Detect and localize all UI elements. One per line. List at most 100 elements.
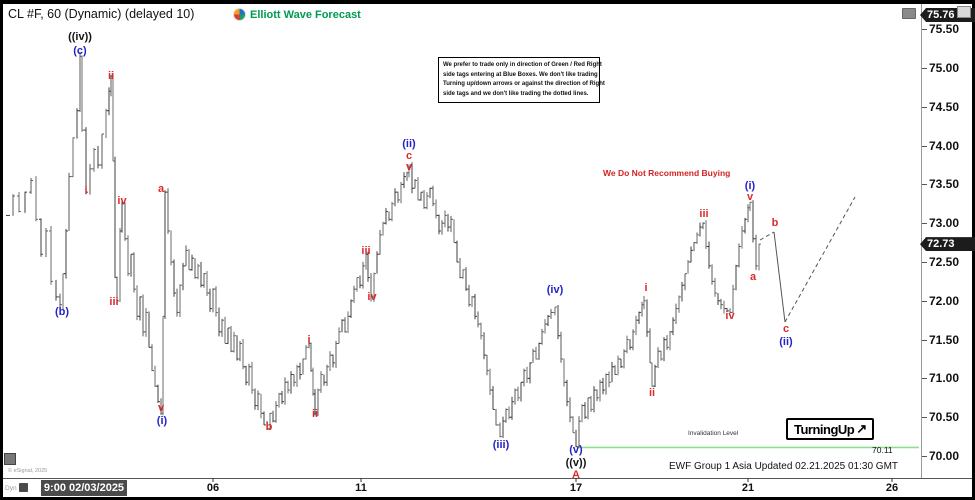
chart-tool-icon[interactable] <box>4 453 16 465</box>
wave-label: (i) <box>744 180 756 192</box>
price-tick <box>922 417 927 419</box>
price-chart <box>6 51 919 449</box>
warning-text: We Do Not Recommend Buying <box>603 168 731 178</box>
wave-label: v <box>157 402 165 414</box>
price-tick-label: 71.50 <box>929 332 960 347</box>
trading-note-box: We prefer to trade only in direction of … <box>438 57 605 104</box>
invalidation-level-label: Invalidation Level <box>688 430 739 437</box>
symbol-title: CL #F, 60 (Dynamic) (delayed 10) <box>8 7 195 21</box>
wave-label: iv <box>725 310 735 322</box>
esignal-watermark: © eSignal, 2025 <box>8 468 48 474</box>
wave-label: (c) <box>73 45 87 57</box>
projection-line <box>773 231 786 323</box>
price-tick-label: 74.00 <box>929 138 960 153</box>
turning-up-label: TurningUp <box>794 421 855 437</box>
note-line: side tags and we don't like trading the … <box>443 90 589 97</box>
wave-label: ii <box>648 387 656 399</box>
wave-label: a <box>749 271 757 283</box>
price-tick <box>922 29 927 31</box>
window-control-icon[interactable] <box>957 6 971 18</box>
price-tick <box>922 106 927 108</box>
wave-label: ii <box>107 70 115 82</box>
elliott-wave-logo-icon <box>233 8 246 21</box>
wave-label: v <box>405 161 413 173</box>
price-tick-label: 70.50 <box>929 410 960 425</box>
price-axis-border <box>921 4 922 478</box>
date-label: 26 <box>885 482 899 494</box>
price-tick <box>922 456 927 457</box>
wave-label: i <box>84 185 88 197</box>
dyn-mode-label: Dyn <box>5 485 17 492</box>
wave-label: (v) <box>569 444 583 456</box>
wave-label: a <box>157 183 165 195</box>
dyn-mode-icon[interactable] <box>19 483 28 492</box>
price-tick <box>922 223 927 225</box>
wave-label: (ii) <box>779 336 793 348</box>
time-axis[interactable] <box>3 478 972 497</box>
wave-label: b <box>265 421 273 433</box>
price-tick-label: 74.50 <box>929 99 960 114</box>
price-tick-label: 72.00 <box>929 293 960 308</box>
date-tick <box>891 478 893 482</box>
price-tick-label: 71.00 <box>929 371 960 386</box>
wave-label: iii <box>699 208 709 220</box>
price-tick <box>922 262 927 263</box>
wave-label: v <box>746 191 754 203</box>
price-tick <box>922 68 927 69</box>
turning-up-badge: TurningUp ↗ <box>786 418 875 440</box>
price-tick-label: 73.00 <box>929 216 960 231</box>
date-label: 17 <box>569 482 583 494</box>
price-tick <box>922 378 927 380</box>
invalidation-price: 70.11 <box>872 445 893 455</box>
time-axis-border <box>3 478 972 479</box>
wave-label: A <box>572 469 580 481</box>
date-tick <box>747 478 749 482</box>
wave-label: b <box>771 217 779 229</box>
price-tick-label: 75.50 <box>929 22 960 37</box>
wave-label: c <box>405 150 413 162</box>
last-price-tag: 72.73 <box>920 237 975 252</box>
update-note: EWF Group 1 Asia Updated 02.21.2025 01:3… <box>669 461 899 472</box>
price-tick-label: 70.00 <box>929 449 960 463</box>
note-line: side tags entering at Blue Boxes. We don… <box>443 71 598 78</box>
wave-label: iii <box>109 296 119 308</box>
wave-label: iv <box>117 195 127 207</box>
wave-label: c <box>782 323 790 335</box>
date-tick <box>360 478 362 482</box>
wave-label: ((v)) <box>565 457 587 469</box>
wave-label: iii <box>361 245 371 257</box>
axis-settings-icon[interactable] <box>902 8 916 19</box>
date-label: 21 <box>741 482 755 494</box>
wave-label: ii <box>311 408 319 420</box>
price-tick-label: 75.00 <box>929 61 960 75</box>
wave-label: (iv) <box>546 284 564 296</box>
date-label: 11 <box>355 482 367 494</box>
note-line: We prefer to trade only in direction of … <box>443 62 602 68</box>
price-tick <box>922 184 927 186</box>
projection-line <box>759 231 775 241</box>
price-tick-label: 73.50 <box>929 177 960 192</box>
date-label: 06 <box>206 482 220 494</box>
date-tick <box>212 478 214 482</box>
note-line: Turning up/down arrows or against the di… <box>443 81 605 88</box>
brand-name: Elliott Wave Forecast <box>250 8 361 21</box>
price-tick <box>922 300 927 302</box>
wave-label: iv <box>367 291 377 303</box>
chart-start-time[interactable]: 9:00 02/03/2025 <box>41 480 127 496</box>
wave-label: ((iv)) <box>68 31 92 43</box>
wave-label: (b) <box>54 306 70 318</box>
chart-canvas: CL #F, 60 (Dynamic) (delayed 10) Elliott… <box>3 4 975 497</box>
wave-label: i <box>644 282 648 294</box>
projection-line <box>784 196 856 323</box>
price-tick <box>922 145 927 147</box>
brand-logo: Elliott Wave Forecast <box>233 8 361 21</box>
date-tick <box>575 478 577 482</box>
wave-label: (i) <box>156 415 168 427</box>
wave-label: (ii) <box>402 138 416 150</box>
price-tick-label: 72.50 <box>929 255 960 269</box>
wave-label: (iii) <box>492 439 510 451</box>
up-right-arrow-icon: ↗ <box>856 421 868 436</box>
price-tick <box>922 339 927 341</box>
wave-label: i <box>307 334 311 346</box>
